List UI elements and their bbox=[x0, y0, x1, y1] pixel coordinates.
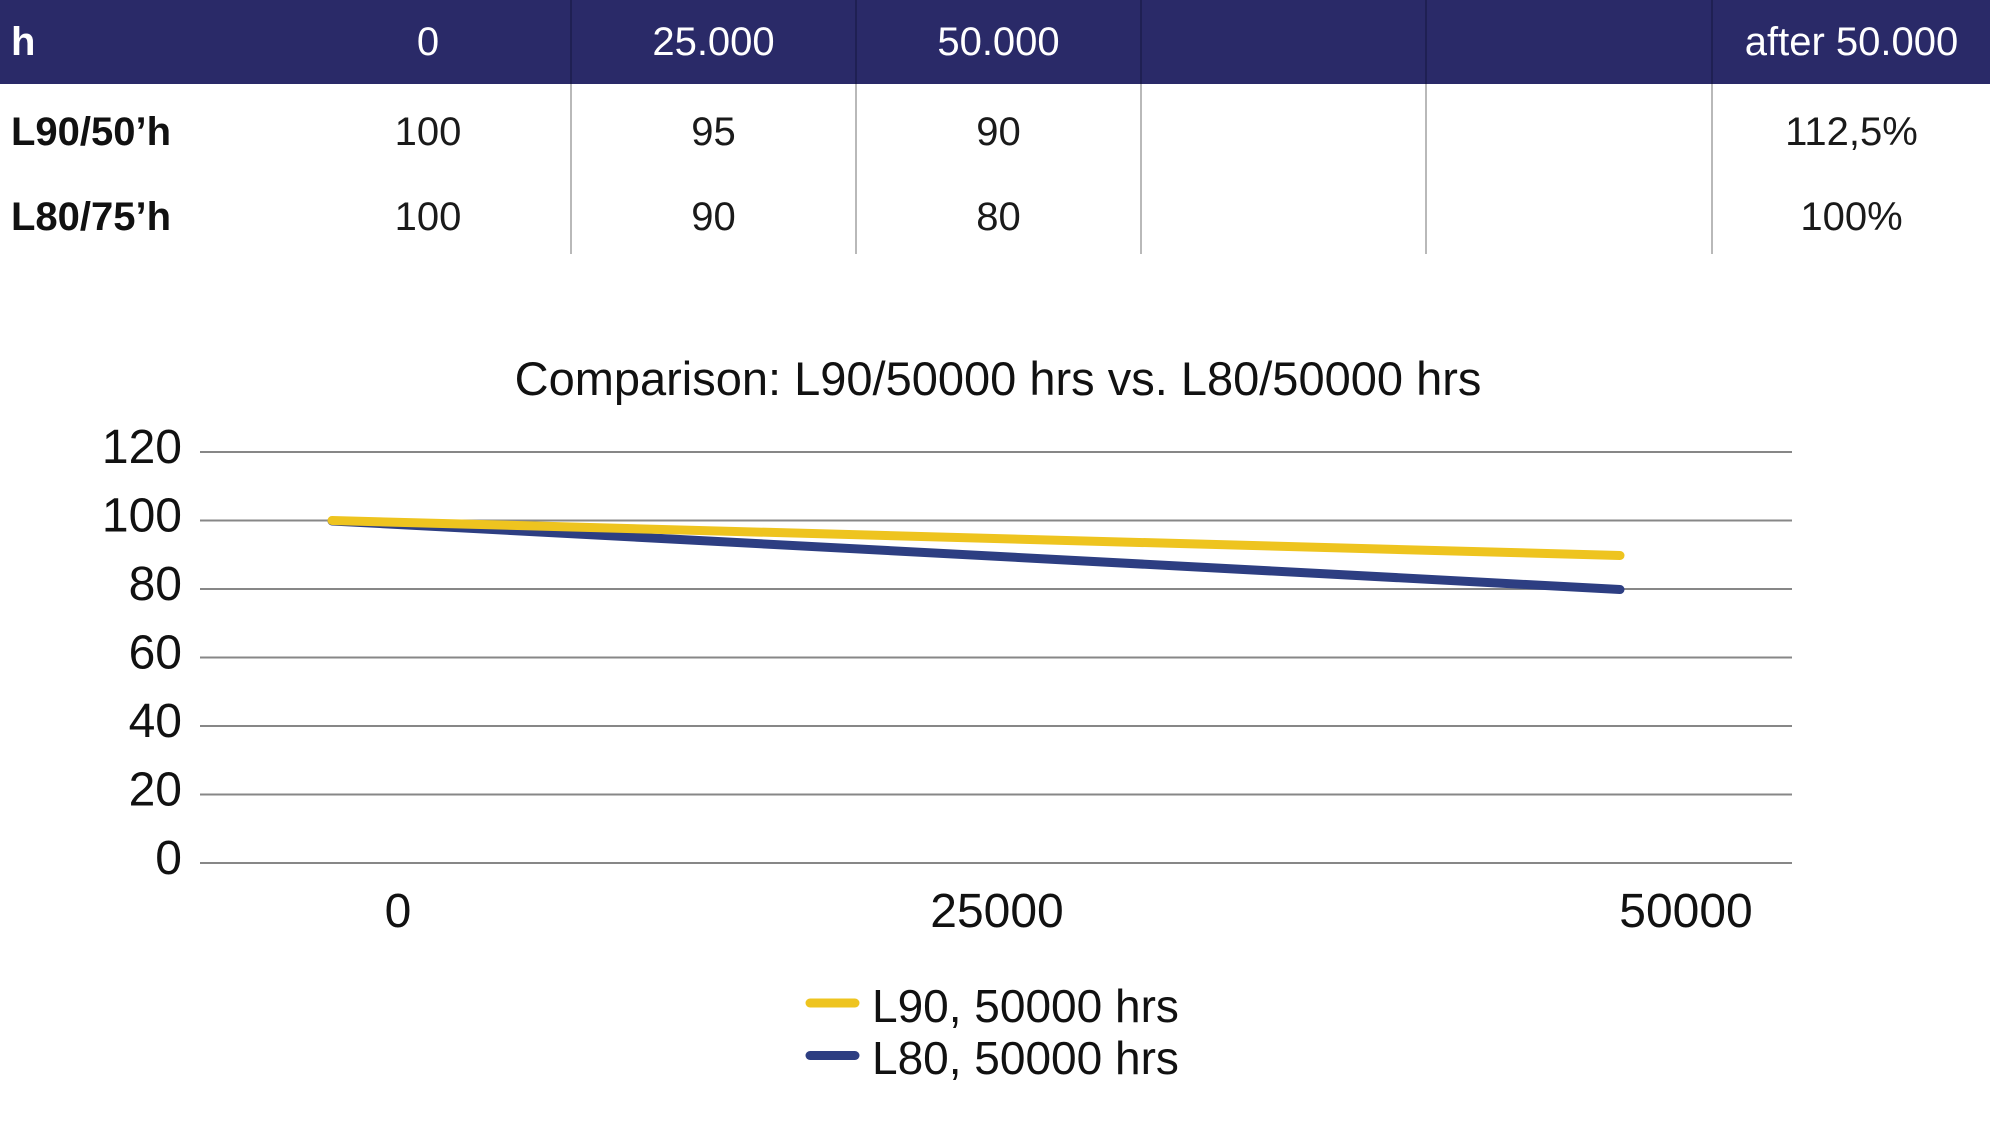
svg-text:100: 100 bbox=[102, 490, 182, 543]
svg-text:0: 0 bbox=[385, 885, 412, 938]
svg-text:50000: 50000 bbox=[1619, 885, 1752, 938]
svg-text:20: 20 bbox=[129, 764, 182, 817]
svg-text:L90, 50000 hrs: L90, 50000 hrs bbox=[872, 980, 1179, 1032]
svg-text:40: 40 bbox=[129, 695, 182, 748]
svg-text:25000: 25000 bbox=[930, 885, 1063, 938]
svg-text:80: 80 bbox=[129, 558, 182, 611]
svg-text:0: 0 bbox=[155, 832, 182, 885]
svg-text:Comparison: L90/50000 hrs vs.: Comparison: L90/50000 hrs vs. L80/50000 … bbox=[515, 352, 1482, 405]
svg-text:L80, 50000 hrs: L80, 50000 hrs bbox=[872, 1032, 1179, 1084]
svg-text:60: 60 bbox=[129, 627, 182, 680]
svg-text:120: 120 bbox=[102, 421, 182, 474]
